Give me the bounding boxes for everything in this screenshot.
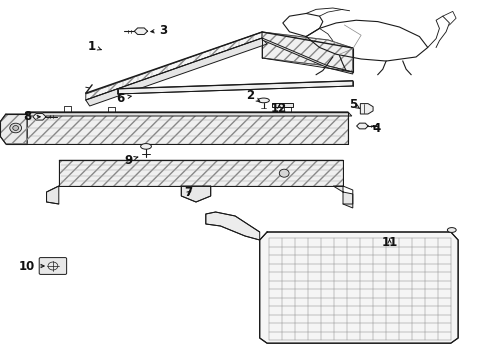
Text: 2: 2 xyxy=(245,89,260,102)
Polygon shape xyxy=(0,114,27,144)
Text: 4: 4 xyxy=(372,122,380,135)
Circle shape xyxy=(10,123,22,133)
Text: 9: 9 xyxy=(124,153,138,166)
Polygon shape xyxy=(262,32,353,72)
Polygon shape xyxy=(272,103,293,107)
Polygon shape xyxy=(181,186,211,202)
Polygon shape xyxy=(206,212,260,240)
Text: 8: 8 xyxy=(24,110,40,123)
Polygon shape xyxy=(86,38,267,106)
Ellipse shape xyxy=(258,98,270,103)
Text: 12: 12 xyxy=(271,102,288,115)
Text: 5: 5 xyxy=(349,98,360,111)
Polygon shape xyxy=(27,112,348,144)
Text: 1: 1 xyxy=(87,40,101,53)
Polygon shape xyxy=(134,28,147,35)
Polygon shape xyxy=(118,81,353,94)
Text: 6: 6 xyxy=(117,91,131,104)
Polygon shape xyxy=(357,123,368,129)
Circle shape xyxy=(279,169,289,177)
Polygon shape xyxy=(33,113,46,120)
Polygon shape xyxy=(47,186,59,204)
Polygon shape xyxy=(262,38,353,74)
Polygon shape xyxy=(333,186,353,208)
Polygon shape xyxy=(360,104,373,114)
Ellipse shape xyxy=(447,228,456,233)
Polygon shape xyxy=(86,32,262,100)
FancyBboxPatch shape xyxy=(39,258,67,274)
Polygon shape xyxy=(59,160,343,186)
Text: 10: 10 xyxy=(19,260,44,273)
Polygon shape xyxy=(260,232,458,343)
Polygon shape xyxy=(27,112,352,116)
Text: 7: 7 xyxy=(185,186,193,199)
Circle shape xyxy=(13,126,19,130)
Text: 3: 3 xyxy=(151,24,168,37)
Text: 11: 11 xyxy=(381,235,398,248)
Ellipse shape xyxy=(141,144,151,149)
